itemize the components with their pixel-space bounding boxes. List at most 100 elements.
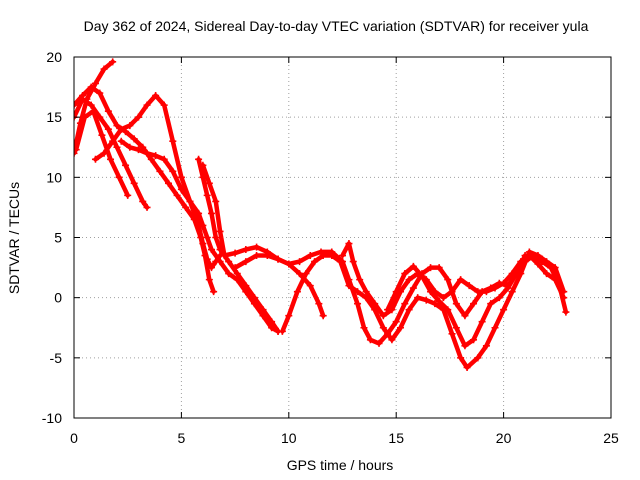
data-point xyxy=(500,306,508,314)
data-point xyxy=(551,276,559,284)
data-point xyxy=(199,240,207,248)
data-point xyxy=(474,288,482,296)
data-point xyxy=(508,288,516,296)
data-point xyxy=(482,342,490,350)
data-point xyxy=(302,270,310,278)
y-tick-label: 20 xyxy=(46,49,62,65)
data-point xyxy=(122,161,130,169)
axes: 0 5 10 15 20 25 -10 -5 0 5 10 15 20 xyxy=(42,49,619,446)
data-point xyxy=(268,318,276,326)
data-point xyxy=(435,264,443,272)
data-point xyxy=(143,203,151,211)
data-point xyxy=(278,327,286,335)
data-point xyxy=(392,318,400,326)
data-point xyxy=(74,146,80,154)
data-point xyxy=(512,270,520,278)
data-point xyxy=(457,276,465,284)
data-point xyxy=(139,197,147,205)
y-tick-label: -10 xyxy=(42,410,62,426)
data-point xyxy=(452,300,460,308)
data-point xyxy=(448,330,456,338)
data-point xyxy=(205,179,213,187)
data-point xyxy=(100,65,108,73)
data-point xyxy=(504,284,512,292)
data-point xyxy=(418,272,426,280)
data-point xyxy=(107,155,115,163)
data-point xyxy=(448,288,456,296)
data-point xyxy=(182,203,190,211)
data-point xyxy=(130,179,138,187)
data-point xyxy=(130,135,138,143)
data-point xyxy=(79,92,87,100)
chart-title: Day 362 of 2024, Sidereal Day-to-day VTE… xyxy=(84,18,589,34)
data-point xyxy=(470,300,478,308)
data-point xyxy=(521,258,529,266)
y-tick-label: 0 xyxy=(54,290,62,306)
data-point xyxy=(345,282,353,290)
data-point xyxy=(405,306,413,314)
data-point xyxy=(319,252,327,260)
data-point xyxy=(354,288,362,296)
x-tick-label: 5 xyxy=(178,430,186,446)
data-point xyxy=(379,312,387,320)
data-point xyxy=(452,324,460,332)
data-point xyxy=(491,284,499,292)
data-point xyxy=(547,264,555,272)
y-axis-label: SDTVAR / TECUs xyxy=(6,182,22,294)
data-point xyxy=(203,191,211,199)
data-point xyxy=(328,252,336,260)
data-point xyxy=(199,161,207,169)
data-point xyxy=(126,122,134,130)
data-point xyxy=(126,143,134,151)
data-point xyxy=(91,79,99,87)
data-point xyxy=(143,101,151,109)
data-point xyxy=(113,122,121,130)
data-point xyxy=(396,324,404,332)
data-series xyxy=(74,58,570,371)
data-point xyxy=(104,125,112,133)
data-point xyxy=(87,83,95,91)
data-point xyxy=(152,152,160,160)
data-point xyxy=(169,167,177,175)
data-point xyxy=(143,149,151,157)
data-point xyxy=(220,252,228,260)
grid-lines xyxy=(74,57,611,418)
data-point xyxy=(177,185,185,193)
data-point xyxy=(293,288,301,296)
data-point xyxy=(500,279,508,287)
x-axis-label: GPS time / hours xyxy=(287,457,394,473)
data-point xyxy=(169,137,177,145)
data-point xyxy=(113,143,121,151)
data-point xyxy=(306,282,314,290)
x-tick-label: 25 xyxy=(603,430,619,446)
data-point xyxy=(207,209,215,217)
data-point xyxy=(87,101,95,109)
series-track-11 xyxy=(340,241,566,318)
data-point xyxy=(173,191,181,199)
data-point xyxy=(356,276,364,284)
data-point xyxy=(366,336,374,344)
data-point xyxy=(259,306,267,314)
data-point xyxy=(115,173,123,181)
series-track-12 xyxy=(385,253,554,349)
y-tick-label: -5 xyxy=(50,350,63,366)
y-tick-label: 15 xyxy=(46,109,62,125)
data-point xyxy=(478,318,486,326)
data-point xyxy=(205,276,213,284)
data-point xyxy=(306,252,314,260)
data-point xyxy=(392,288,400,296)
data-point xyxy=(543,270,551,278)
data-point xyxy=(384,306,392,314)
data-point xyxy=(371,300,379,308)
data-point xyxy=(186,197,194,205)
data-point xyxy=(134,146,142,154)
data-point xyxy=(233,270,241,278)
data-point xyxy=(336,258,344,266)
data-point xyxy=(562,308,570,316)
data-point xyxy=(109,137,117,145)
data-point xyxy=(195,209,203,217)
data-point xyxy=(216,227,224,235)
data-point xyxy=(482,288,490,296)
data-point xyxy=(461,312,469,320)
data-point xyxy=(253,252,261,260)
